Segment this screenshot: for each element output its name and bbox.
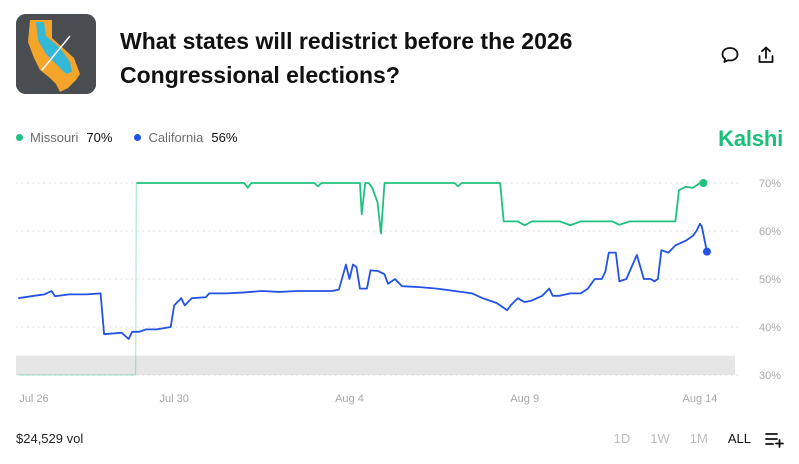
legend-label: California xyxy=(148,130,204,145)
market-thumbnail xyxy=(16,14,96,94)
y-tick-label: 70% xyxy=(759,178,781,190)
volume-label: $24,529 vol xyxy=(16,431,84,446)
legend-label: Missouri xyxy=(30,130,79,145)
market-title: What states will redistrict before the 2… xyxy=(120,28,573,88)
range-1m[interactable]: 1M xyxy=(689,431,708,446)
y-tick-label: 60% xyxy=(759,226,781,238)
x-tick-label: Jul 30 xyxy=(160,393,189,405)
x-tick-label: Aug 4 xyxy=(335,393,364,405)
legend-value: 70% xyxy=(86,130,113,145)
range-1w[interactable]: 1W xyxy=(650,431,670,446)
legend-item-california: California 56% xyxy=(134,130,237,145)
share-icon[interactable] xyxy=(755,44,777,66)
x-tick-label: Jul 26 xyxy=(19,393,48,405)
y-tick-label: 30% xyxy=(759,370,781,382)
legend-item-missouri: Missouri 70% xyxy=(16,130,112,145)
legend-dot xyxy=(134,134,142,141)
comment-icon[interactable] xyxy=(719,44,741,66)
range-1d[interactable]: 1D xyxy=(613,431,631,446)
y-tick-label: 50% xyxy=(759,274,781,286)
x-tick-label: Aug 14 xyxy=(683,393,718,405)
baseline-band xyxy=(16,355,735,375)
kalshi-logo: Kalshi xyxy=(718,126,783,151)
x-tick-label: Aug 9 xyxy=(510,393,539,405)
series-line-missouri-early xyxy=(18,182,137,376)
california-map-image xyxy=(16,14,96,94)
series-line-california[interactable] xyxy=(18,222,708,340)
series-line-missouri[interactable] xyxy=(136,182,704,235)
time-range-selector[interactable]: 1D 1W 1M ALL xyxy=(594,431,751,446)
series-endpoint-missouri[interactable] xyxy=(699,179,708,187)
y-tick-label: 40% xyxy=(759,322,781,334)
price-chart[interactable]: 70% 60% 50% 40% 30% Jul 26 Jul 30 Aug 4 Aug 9 Aug… xyxy=(0,165,799,415)
add-to-list-icon[interactable] xyxy=(765,430,785,448)
chart-legend: Missouri 70% California 56% xyxy=(16,130,259,145)
legend-value: 56% xyxy=(211,130,238,145)
legend-dot xyxy=(16,134,23,141)
range-all[interactable]: ALL xyxy=(727,431,751,446)
series-endpoint-california[interactable] xyxy=(702,247,711,256)
